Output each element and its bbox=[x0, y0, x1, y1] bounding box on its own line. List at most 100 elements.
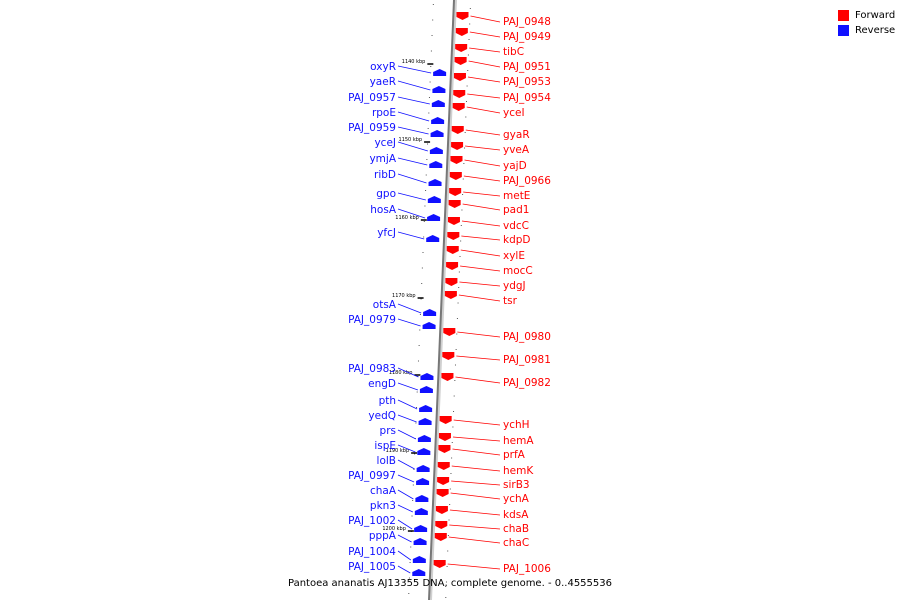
forward-leader-line bbox=[457, 331, 501, 338]
reverse-gene-arrow bbox=[428, 179, 442, 186]
minor-tick-left bbox=[428, 112, 430, 114]
tick-label: 1200 kbp bbox=[382, 526, 406, 532]
reverse-leader-line bbox=[397, 126, 429, 135]
minor-tick-left bbox=[419, 329, 421, 331]
minor-tick-right bbox=[468, 39, 470, 40]
reverse-gene-arrow bbox=[432, 86, 446, 93]
minor-tick-left bbox=[416, 407, 418, 408]
forward-gene-arrow bbox=[438, 433, 451, 441]
minor-tick-left bbox=[417, 360, 419, 362]
minor-tick-right bbox=[452, 426, 454, 428]
minor-tick-left bbox=[424, 205, 426, 207]
forward-leader-line bbox=[453, 419, 501, 426]
reverse-gene-label: pppA bbox=[369, 530, 397, 542]
forward-leader-line bbox=[463, 175, 501, 182]
reverse-gene-label: oxyR bbox=[370, 61, 396, 73]
minor-tick-left bbox=[415, 422, 417, 424]
minor-tick-right bbox=[453, 411, 455, 412]
forward-gene-label: metE bbox=[503, 190, 530, 202]
forward-gene-label: yajD bbox=[503, 160, 527, 172]
reverse-leader-line bbox=[397, 459, 415, 470]
forward-leader-line bbox=[470, 15, 501, 23]
reverse-gene-arrow bbox=[433, 69, 447, 76]
reverse-gene-label: gpo bbox=[376, 188, 396, 200]
reverse-gene-label: PAJ_0983 bbox=[348, 363, 396, 375]
reverse-gene-label: PAJ_1004 bbox=[348, 546, 396, 558]
reverse-leader-line bbox=[397, 414, 417, 423]
reverse-leader-line bbox=[397, 444, 416, 453]
minor-tick-right bbox=[454, 364, 456, 366]
minor-tick-left bbox=[413, 469, 415, 470]
reverse-leader-line bbox=[397, 474, 415, 483]
reverse-leader-line bbox=[397, 382, 419, 391]
minor-tick-left bbox=[416, 391, 418, 393]
reverse-leader-line bbox=[397, 318, 421, 327]
forward-gene-arrow bbox=[455, 28, 468, 36]
forward-leader-line bbox=[468, 60, 501, 68]
forward-leader-line bbox=[463, 191, 501, 197]
forward-gene-label: PAJ_0951 bbox=[503, 61, 551, 73]
minor-tick-right bbox=[451, 457, 453, 459]
forward-gene-label: vdcC bbox=[503, 220, 529, 232]
forward-gene-label: yceI bbox=[503, 107, 525, 119]
forward-leader-line bbox=[459, 281, 501, 287]
gene-features bbox=[397, 12, 501, 576]
forward-gene-label: prfA bbox=[503, 449, 526, 461]
forward-leader-line bbox=[469, 31, 501, 38]
forward-gene-label: pad1 bbox=[503, 204, 529, 216]
gene-labels: PAJ_0948 PAJ_0949 tibC PAJ_0951 PAJ_0953 PAJ_… bbox=[348, 16, 551, 575]
forward-leader-line bbox=[452, 448, 501, 456]
reverse-gene-label: ispE bbox=[374, 440, 396, 452]
reverse-gene-arrow bbox=[417, 448, 431, 455]
minor-tick-right bbox=[445, 581, 447, 583]
legend-forward: Forward bbox=[838, 8, 895, 23]
forward-gene-label: gyaR bbox=[503, 129, 530, 141]
forward-gene-label: tsr bbox=[503, 295, 518, 307]
reverse-gene-arrow bbox=[412, 556, 426, 563]
minor-tick-left bbox=[430, 66, 432, 67]
minor-tick-right bbox=[453, 395, 455, 397]
forward-gene-label: xylE bbox=[503, 250, 525, 262]
minor-tick-left bbox=[418, 345, 420, 346]
forward-leader-line bbox=[467, 76, 501, 83]
minor-tick-right bbox=[447, 550, 449, 552]
forward-gene-label: ychH bbox=[503, 419, 530, 431]
forward-gene-label: chaC bbox=[503, 537, 529, 549]
reverse-leader-line bbox=[397, 550, 412, 561]
forward-gene-arrow bbox=[449, 188, 462, 196]
reverse-gene-arrow bbox=[415, 495, 429, 502]
minor-tick-right bbox=[445, 597, 447, 598]
minor-tick-left bbox=[420, 298, 422, 300]
reverse-gene-label: chaA bbox=[370, 485, 397, 497]
reverse-gene-label: PAJ_0979 bbox=[348, 314, 396, 326]
forward-gene-arrow bbox=[435, 521, 448, 529]
forward-gene-label: PAJ_0954 bbox=[503, 92, 551, 104]
forward-gene-arrow bbox=[454, 57, 467, 65]
reverse-gene-arrow bbox=[429, 161, 443, 168]
minor-tick-left bbox=[414, 453, 416, 455]
forward-gene-arrow bbox=[455, 44, 468, 52]
legend-reverse-label: Reverse bbox=[855, 25, 896, 36]
reverse-leader-line bbox=[397, 65, 432, 74]
forward-gene-arrow bbox=[451, 126, 464, 134]
forward-leader-line bbox=[455, 376, 501, 384]
minor-tick-right bbox=[447, 535, 449, 536]
forward-gene-arrow bbox=[446, 262, 459, 270]
forward-gene-label: mocC bbox=[503, 265, 533, 277]
minor-tick-left bbox=[409, 562, 411, 563]
tick-label: 1160 kbp bbox=[395, 215, 419, 221]
forward-gene-arrow bbox=[433, 560, 446, 568]
reverse-gene-label: yedQ bbox=[368, 410, 396, 422]
backbone-shadow bbox=[429, 0, 457, 600]
forward-leader-line bbox=[462, 203, 501, 211]
forward-leader-line bbox=[456, 355, 501, 361]
reverse-gene-label: rpoE bbox=[372, 107, 396, 119]
reverse-gene-label: pkn3 bbox=[370, 500, 396, 512]
forward-leader-line bbox=[451, 465, 501, 472]
reverse-gene-arrow bbox=[419, 405, 433, 412]
forward-gene-arrow bbox=[436, 489, 449, 497]
forward-gene-arrow bbox=[453, 73, 466, 81]
reverse-gene-label: ribD bbox=[374, 169, 396, 181]
reverse-gene-label: lolB bbox=[377, 455, 396, 467]
minor-tick-right bbox=[461, 209, 463, 211]
